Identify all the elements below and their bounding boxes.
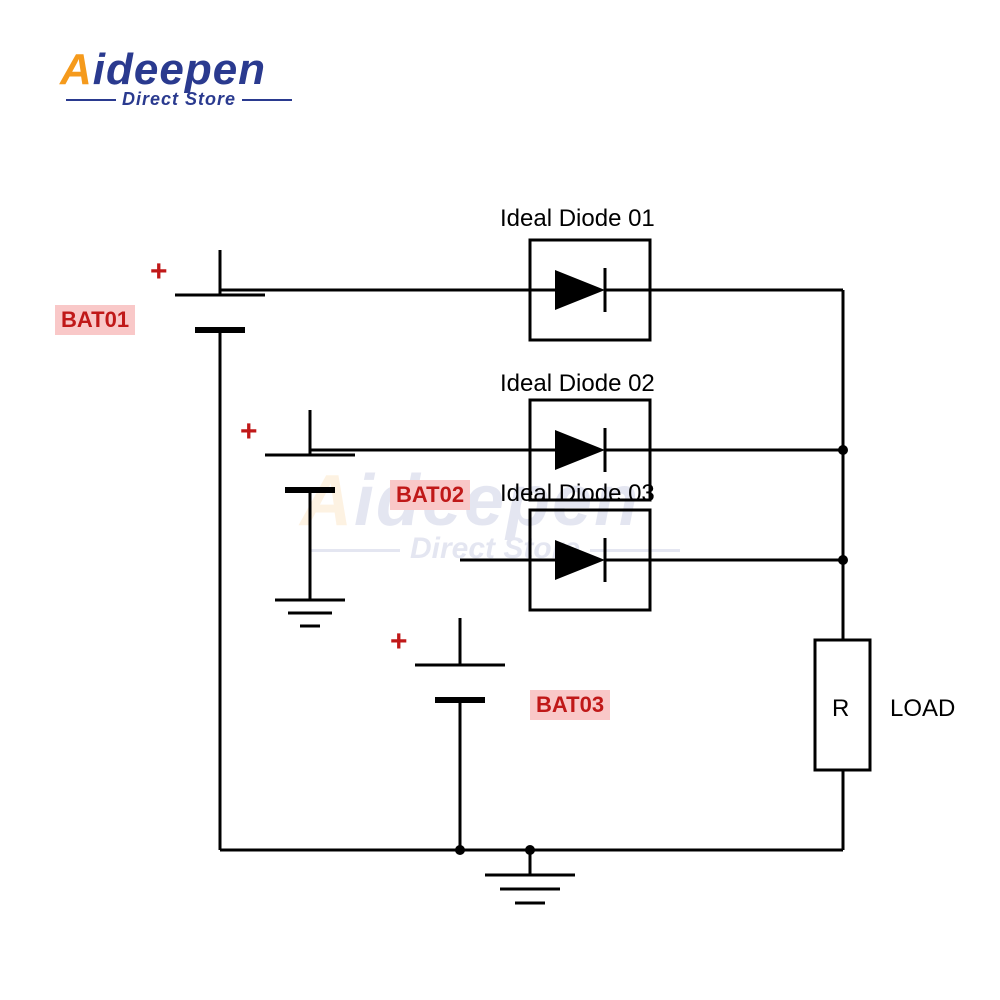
- load-label: LOAD: [890, 695, 955, 723]
- load-r-label: R: [832, 695, 849, 723]
- junction-dot: [455, 845, 465, 855]
- diode-triangle-icon: [555, 540, 605, 580]
- battery-label: BAT03: [530, 690, 610, 720]
- battery-label: BAT02: [390, 480, 470, 510]
- plus-icon: +: [390, 625, 408, 659]
- diode-label: Ideal Diode 03: [500, 480, 655, 508]
- battery-label: BAT01: [55, 305, 135, 335]
- plus-icon: +: [150, 255, 168, 289]
- diode-label: Ideal Diode 02: [500, 370, 655, 398]
- diode-label: Ideal Diode 01: [500, 205, 655, 233]
- junction-dot: [838, 555, 848, 565]
- plus-icon: +: [240, 415, 258, 449]
- diode-triangle-icon: [555, 430, 605, 470]
- diode-triangle-icon: [555, 270, 605, 310]
- junction-dot: [838, 445, 848, 455]
